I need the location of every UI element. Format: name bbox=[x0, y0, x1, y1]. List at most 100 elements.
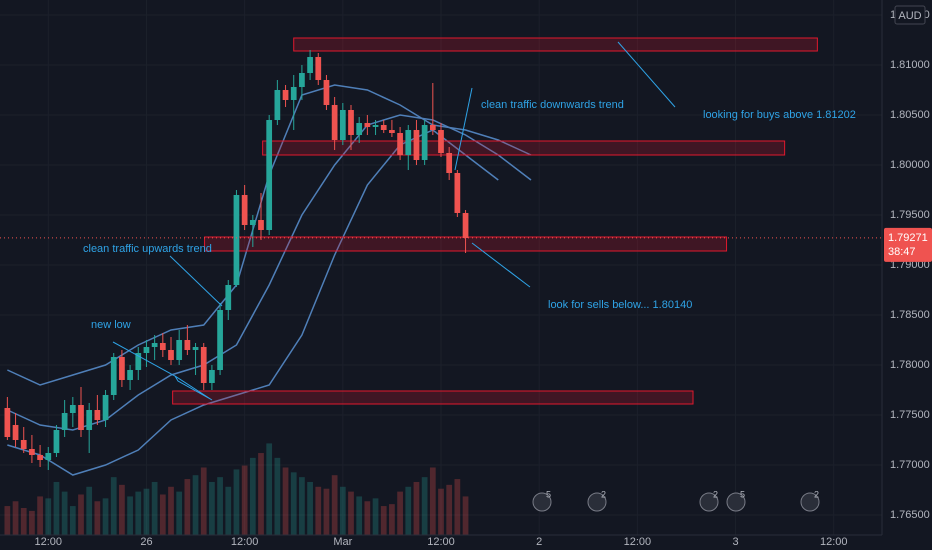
candle-body bbox=[53, 430, 60, 453]
volume-bar bbox=[380, 506, 387, 535]
volume-bar bbox=[405, 486, 412, 535]
events: 5 2 2 5 2 bbox=[532, 489, 820, 512]
candle-body bbox=[307, 57, 313, 73]
volume-bar bbox=[290, 472, 297, 535]
candle-body bbox=[225, 285, 232, 310]
volume-bar bbox=[315, 486, 322, 535]
candle-body bbox=[61, 413, 68, 430]
candle-body bbox=[446, 153, 453, 173]
x-tick-label: 12:00 bbox=[427, 536, 455, 548]
event-icon[interactable] bbox=[800, 492, 820, 512]
volume-bar bbox=[20, 508, 27, 535]
volume-bar bbox=[94, 501, 101, 535]
volume-bar bbox=[397, 491, 403, 535]
event-count: 2 bbox=[713, 489, 718, 499]
candle-body bbox=[110, 357, 117, 395]
event-icon[interactable] bbox=[699, 492, 719, 512]
candle-body bbox=[462, 213, 469, 238]
volume-bar bbox=[102, 498, 109, 535]
event-count: 5 bbox=[546, 489, 551, 499]
event-count: 5 bbox=[740, 489, 745, 499]
volume-bar bbox=[266, 443, 273, 535]
volume-bar bbox=[348, 491, 354, 535]
volume-bar bbox=[389, 504, 395, 535]
candle-body bbox=[421, 125, 428, 160]
candle-body bbox=[274, 90, 281, 120]
candle-body bbox=[143, 347, 150, 353]
event-count: 2 bbox=[814, 489, 819, 499]
volume-bar bbox=[372, 498, 379, 535]
volume-bar bbox=[192, 475, 199, 535]
y-tick-label: 1.80000 bbox=[890, 159, 930, 171]
volume-bar bbox=[413, 481, 420, 535]
y-tick-label: 1.79000 bbox=[890, 259, 930, 271]
zone bbox=[293, 37, 818, 52]
volume-bar bbox=[421, 477, 428, 535]
event-count: 2 bbox=[601, 489, 606, 499]
volume-bar bbox=[241, 465, 248, 535]
y-tick-label: 1.80500 bbox=[890, 109, 930, 121]
volume-bar bbox=[4, 506, 11, 535]
volume-bar bbox=[249, 457, 256, 535]
volume-bar bbox=[119, 484, 125, 535]
candle-body bbox=[348, 110, 354, 135]
arrow bbox=[471, 242, 531, 288]
candle-body bbox=[356, 123, 363, 135]
volume-bar bbox=[258, 453, 264, 535]
volume-bar bbox=[364, 501, 371, 535]
volume-bar bbox=[299, 477, 305, 535]
countdown-label: 38:47 bbox=[888, 246, 916, 258]
x-tick-label: 12:00 bbox=[231, 536, 259, 548]
volume-bar bbox=[274, 457, 281, 535]
candle-body bbox=[323, 80, 330, 105]
event-icon[interactable] bbox=[726, 492, 746, 512]
volume-bar bbox=[462, 496, 469, 535]
y-tick-label: 1.79500 bbox=[890, 209, 930, 221]
candle-body bbox=[184, 340, 191, 350]
volume-bar bbox=[323, 488, 330, 535]
x-tick-label: 2 bbox=[536, 536, 542, 548]
candle-body bbox=[249, 220, 256, 225]
candle-body bbox=[380, 125, 387, 130]
x-tick-label: 12:00 bbox=[35, 536, 63, 548]
currency-badge bbox=[894, 5, 926, 25]
volume-bar bbox=[454, 479, 461, 535]
candle-body bbox=[12, 425, 19, 440]
arrow bbox=[617, 41, 676, 108]
candle-body bbox=[20, 440, 27, 449]
volume-bar bbox=[143, 488, 150, 535]
candle-body bbox=[364, 123, 371, 127]
volume-bar bbox=[110, 477, 117, 535]
candle-body bbox=[86, 410, 93, 430]
last-price-label: 1.79271 bbox=[888, 232, 928, 244]
volume-bar bbox=[331, 475, 338, 535]
candle-body bbox=[429, 125, 436, 130]
annotation: looking for buys above 1.81202 bbox=[703, 109, 856, 121]
event-icon[interactable] bbox=[587, 492, 607, 512]
candle-body bbox=[159, 343, 166, 350]
annotation: clean traffic upwards trend bbox=[83, 243, 212, 255]
candle-body bbox=[69, 405, 76, 413]
y-tick-label: 1.77000 bbox=[890, 459, 930, 471]
x-tick-label: 12:00 bbox=[820, 536, 848, 548]
volume-bar bbox=[200, 467, 207, 535]
event-icon[interactable] bbox=[532, 492, 552, 512]
candle-body bbox=[339, 110, 346, 140]
candle-body bbox=[192, 347, 199, 350]
volume-bar bbox=[37, 496, 43, 535]
candle-body bbox=[94, 410, 101, 420]
volume-bar bbox=[78, 494, 84, 535]
volume-bar bbox=[209, 481, 215, 535]
x-tick-label: 3 bbox=[732, 536, 738, 548]
y-tick-label: 1.78000 bbox=[890, 359, 930, 371]
volume-bar bbox=[127, 496, 133, 535]
candle-body bbox=[45, 453, 52, 460]
volume-bar bbox=[233, 469, 240, 535]
zone bbox=[262, 140, 786, 156]
volume-bar bbox=[61, 491, 68, 535]
volume-bar bbox=[438, 488, 444, 535]
volume-bar bbox=[151, 481, 158, 535]
currency-label: AUD bbox=[898, 10, 921, 22]
candle-body bbox=[168, 350, 174, 360]
